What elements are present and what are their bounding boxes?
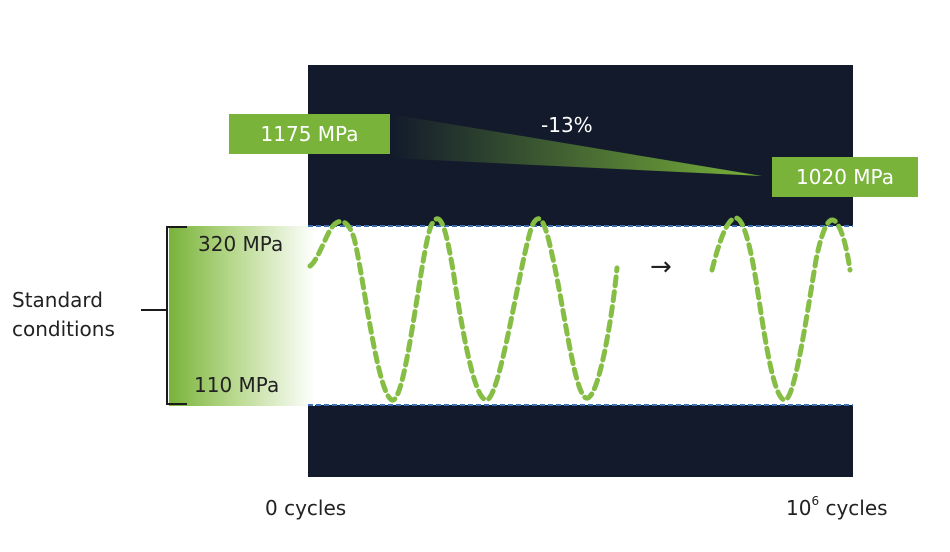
standard-conditions-line1: Standard bbox=[12, 288, 103, 312]
lower-stress-label: 110 MPa bbox=[194, 373, 280, 397]
bracket-leader-line bbox=[141, 309, 167, 311]
load-wave-end bbox=[709, 215, 853, 403]
end-cycles-label: 106 cycles bbox=[786, 494, 888, 520]
start-stress-box: 1175 MPa bbox=[229, 114, 390, 154]
dark-panel-bottom bbox=[308, 405, 853, 477]
end-cycles-base: 10 bbox=[786, 496, 812, 520]
upper-stress-label: 320 MPa bbox=[198, 232, 284, 256]
continuation-arrow-icon: → bbox=[650, 252, 672, 282]
standard-conditions-label: Standard conditions bbox=[12, 286, 115, 344]
end-stress-box: 1020 MPa bbox=[772, 157, 918, 197]
stress-range-bracket bbox=[166, 226, 187, 405]
end-cycles-unit: cycles bbox=[819, 496, 888, 520]
stress-range-gradient bbox=[169, 226, 315, 406]
start-cycles-label: 0 cycles bbox=[265, 496, 347, 520]
end-cycles-exponent: 6 bbox=[811, 494, 820, 509]
load-wave-start bbox=[307, 216, 620, 403]
standard-conditions-line2: conditions bbox=[12, 317, 115, 341]
change-percent-label: -13% bbox=[541, 113, 593, 137]
